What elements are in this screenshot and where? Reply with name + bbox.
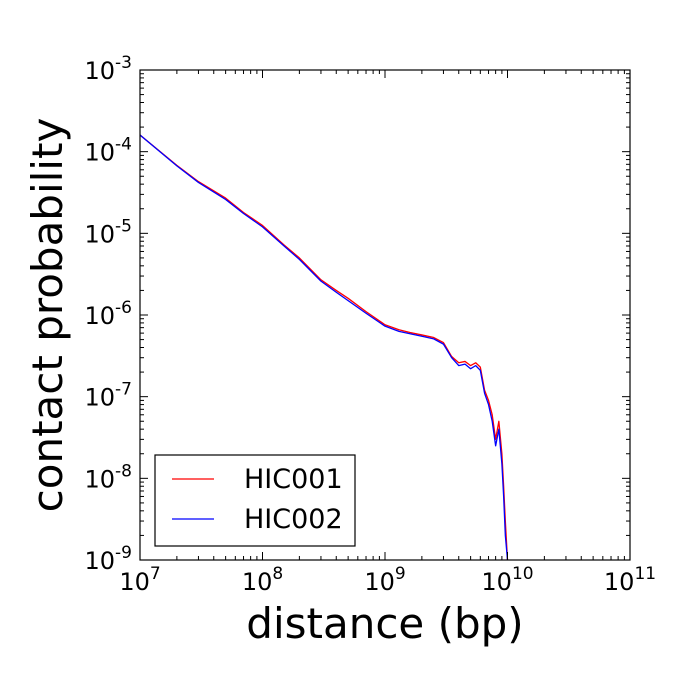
series-layer	[140, 134, 509, 560]
x-tick-label: 1011	[604, 564, 656, 596]
y-tick-label: 10-7	[85, 380, 133, 412]
legend-label-hic001: HIC001	[244, 464, 343, 495]
ticks-layer: 107 108 109 1010 1011 10-9 10-8 10-7 10-6 10-5 10-…	[85, 53, 657, 596]
x-tick-label: 107	[119, 564, 160, 596]
legend-label-hic002: HIC002	[244, 504, 343, 535]
y-tick-label: 10-8	[85, 461, 133, 493]
legend: HIC001 HIC002	[154, 454, 356, 547]
x-tick-label: 1010	[481, 564, 533, 596]
y-tick-label: 10-3	[85, 53, 133, 85]
y-tick-label: 10-9	[85, 543, 133, 575]
series-line-hic002	[140, 134, 509, 560]
legend-box	[154, 454, 356, 547]
x-tick-label: 108	[242, 564, 283, 596]
y-tick-label: 10-4	[85, 135, 133, 167]
x-axis-label: distance (bp)	[246, 599, 523, 648]
y-tick-label: 10-5	[85, 216, 133, 248]
series-line-hic001	[140, 134, 509, 560]
y-axis-label: contact probability	[23, 118, 72, 513]
y-tick-label: 10-6	[85, 298, 133, 330]
x-tick-label: 109	[364, 564, 405, 596]
